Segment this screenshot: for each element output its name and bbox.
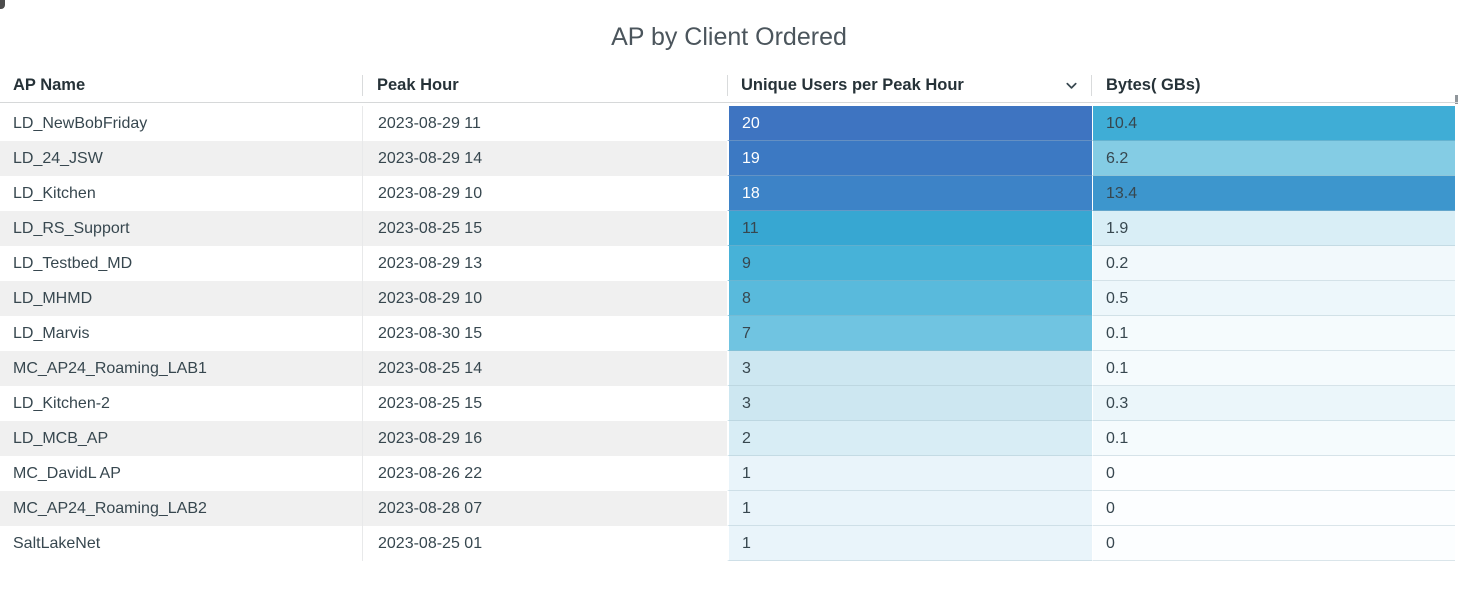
page-title: AP by Client Ordered <box>611 23 847 51</box>
users-heat-cell: 20 <box>727 106 1092 141</box>
users-heat-cell: 1 <box>727 526 1092 561</box>
peak-hour-cell: 2023-08-25 15 <box>362 211 727 246</box>
users-heat-cell: 7 <box>727 316 1092 351</box>
column-header-bytes[interactable]: Bytes( GBs) <box>1092 69 1458 102</box>
bytes-heat-cell: 1.9 <box>1092 211 1455 246</box>
table-row[interactable]: LD_Kitchen-2 2023-08-25 15 3 0.3 <box>0 386 1458 421</box>
peak-hour-cell: 2023-08-26 22 <box>362 456 727 491</box>
users-heat-cell: 19 <box>727 141 1092 176</box>
bytes-heat-cell: 0.1 <box>1092 351 1455 386</box>
ap-name-cell: LD_MCB_AP <box>0 421 362 456</box>
ap-name-cell: LD_RS_Support <box>0 211 362 246</box>
corner-artifact <box>0 0 5 9</box>
peak-hour-cell: 2023-08-29 10 <box>362 176 727 211</box>
table-row[interactable]: LD_NewBobFriday 2023-08-29 11 20 10.4 <box>0 106 1458 141</box>
users-heat-cell: 1 <box>727 456 1092 491</box>
header-divider <box>1091 75 1092 96</box>
ap-name-cell: LD_Marvis <box>13 325 90 342</box>
peak-hour-cell: 2023-08-25 14 <box>362 351 727 386</box>
peak-hour-cell: 2023-08-29 16 <box>362 421 727 456</box>
users-heat-cell: 3 <box>727 351 1092 386</box>
table-row[interactable]: LD_Marvis 2023-08-30 15 7 0.1 <box>0 316 1458 351</box>
ap-name-cell: SaltLakeNet <box>13 535 101 552</box>
table-row[interactable]: LD_Kitchen 2023-08-29 10 18 13.4 <box>0 176 1458 211</box>
ap-name-cell: MC_AP24_Roaming_LAB1 <box>0 351 362 386</box>
bytes-heat-cell: 0 <box>1092 456 1455 491</box>
bytes-heat-cell: 0.5 <box>1092 281 1455 316</box>
header-divider <box>362 75 363 96</box>
bytes-heat-cell: 0.1 <box>1092 316 1455 351</box>
table-header: AP Name Peak Hour Unique Users per Peak … <box>0 69 1458 103</box>
peak-hour-cell: 2023-08-29 11 <box>362 106 727 141</box>
column-header-ap-name[interactable]: AP Name <box>0 69 362 102</box>
column-header-unique-users[interactable]: Unique Users per Peak Hour <box>727 69 1092 102</box>
ap-name-cell: LD_Kitchen-2 <box>13 395 110 412</box>
column-header-label: Unique Users per Peak Hour <box>741 76 964 94</box>
table-row[interactable]: LD_MHMD 2023-08-29 10 8 0.5 <box>0 281 1458 316</box>
users-heat-cell: 9 <box>727 246 1092 281</box>
users-heat-cell: 8 <box>727 281 1092 316</box>
table-row[interactable]: LD_Testbed_MD 2023-08-29 13 9 0.2 <box>0 246 1458 281</box>
table-row[interactable]: MC_AP24_Roaming_LAB1 2023-08-25 14 3 0.1 <box>0 351 1458 386</box>
bytes-heat-cell: 6.2 <box>1092 141 1455 176</box>
ap-name-cell: LD_Testbed_MD <box>13 255 133 272</box>
ap-name-cell: MC_AP24_Roaming_LAB2 <box>0 491 362 526</box>
peak-hour-cell: 2023-08-25 15 <box>362 386 727 421</box>
peak-hour-cell: 2023-08-28 07 <box>362 491 727 526</box>
users-heat-cell: 1 <box>727 491 1092 526</box>
bytes-heat-cell: 10.4 <box>1092 106 1455 141</box>
table-row[interactable]: LD_RS_Support 2023-08-25 15 11 1.9 <box>0 211 1458 246</box>
users-heat-cell: 3 <box>727 386 1092 421</box>
peak-hour-cell: 2023-08-25 01 <box>362 526 727 561</box>
chevron-down-icon[interactable] <box>1064 78 1079 93</box>
users-heat-cell: 11 <box>727 211 1092 246</box>
bytes-heat-cell: 0.2 <box>1092 246 1455 281</box>
column-header-label: Bytes( GBs) <box>1106 76 1201 94</box>
ap-name-cell: LD_MHMD <box>0 281 362 316</box>
table-row[interactable]: MC_DavidL AP 2023-08-26 22 1 0 <box>0 456 1458 491</box>
bytes-heat-cell: 0 <box>1092 491 1455 526</box>
bytes-heat-cell: 0.3 <box>1092 386 1455 421</box>
users-heat-cell: 2 <box>727 421 1092 456</box>
ap-name-cell: LD_NewBobFriday <box>13 115 148 132</box>
ap-name-cell: MC_DavidL AP <box>13 465 121 482</box>
peak-hour-cell: 2023-08-30 15 <box>362 316 727 351</box>
ap-name-cell: LD_Kitchen <box>13 185 96 202</box>
table-row[interactable]: SaltLakeNet 2023-08-25 01 1 0 <box>0 526 1458 561</box>
bytes-heat-cell: 0.1 <box>1092 421 1455 456</box>
table-row[interactable]: LD_24_JSW 2023-08-29 14 19 6.2 <box>0 141 1458 176</box>
header-divider <box>727 75 728 96</box>
table-body: LD_NewBobFriday 2023-08-29 11 20 10.4 LD… <box>0 106 1458 561</box>
peak-hour-cell: 2023-08-29 14 <box>362 141 727 176</box>
peak-hour-cell: 2023-08-29 10 <box>362 281 727 316</box>
table-row[interactable]: MC_AP24_Roaming_LAB2 2023-08-28 07 1 0 <box>0 491 1458 526</box>
scrollbar-fragment <box>1455 95 1458 104</box>
table-row[interactable]: LD_MCB_AP 2023-08-29 16 2 0.1 <box>0 421 1458 456</box>
peak-hour-cell: 2023-08-29 13 <box>362 246 727 281</box>
column-header-label: AP Name <box>13 76 86 94</box>
column-header-peak-hour[interactable]: Peak Hour <box>362 69 727 102</box>
users-heat-cell: 18 <box>727 176 1092 211</box>
ap-name-cell: LD_24_JSW <box>0 141 362 176</box>
column-header-label: Peak Hour <box>377 76 459 94</box>
bytes-heat-cell: 13.4 <box>1092 176 1455 211</box>
bytes-heat-cell: 0 <box>1092 526 1455 561</box>
